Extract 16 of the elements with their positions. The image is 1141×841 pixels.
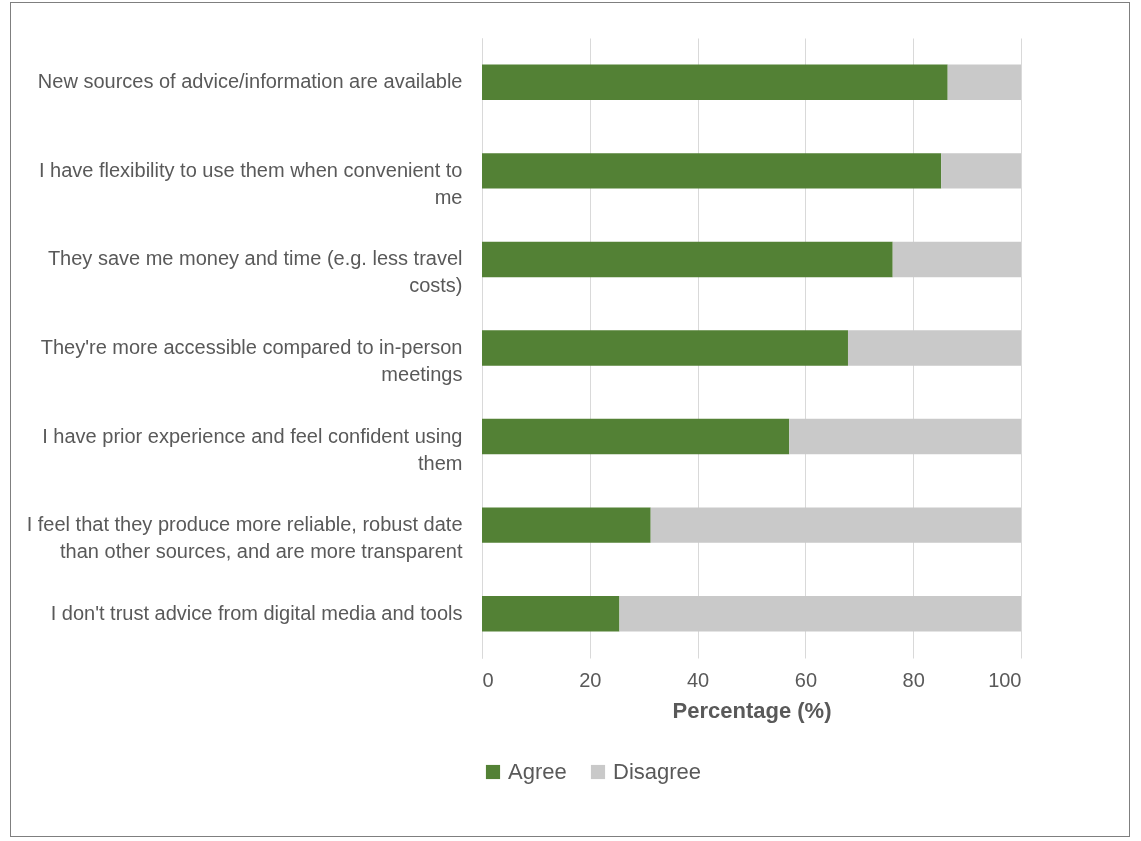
y-tick-label: New sources of advice/information are available [37,70,463,93]
x-tick-label: 60 [794,668,818,691]
x-tick-label: 20 [579,668,602,691]
legend-label: Disagree [613,759,702,784]
y-tick-label: They're more accessible compared to in-person meetings [40,336,463,385]
x-tick-label: 80 [902,668,925,691]
y-tick-label: I feel that they produce more reliable, robust date than other sources, and are more transparent [26,513,463,563]
y-tick-label: They save me money and time (e.g. less travel costs) [47,247,463,297]
x-axis-title: Percentage (%) [672,697,832,723]
legend-label: Agree [508,759,567,784]
y-tick-label: I have prior experience and feel confident using them [42,424,463,474]
x-tick-label: 0 [482,668,494,691]
y-tick-label: I don't trust advice from digital media and tools [50,601,463,624]
x-tick-label: 40 [686,668,710,691]
x-tick-label: 100 [988,668,1022,691]
y-tick-label: I have flexibility to use them when convenient to me [38,158,463,208]
